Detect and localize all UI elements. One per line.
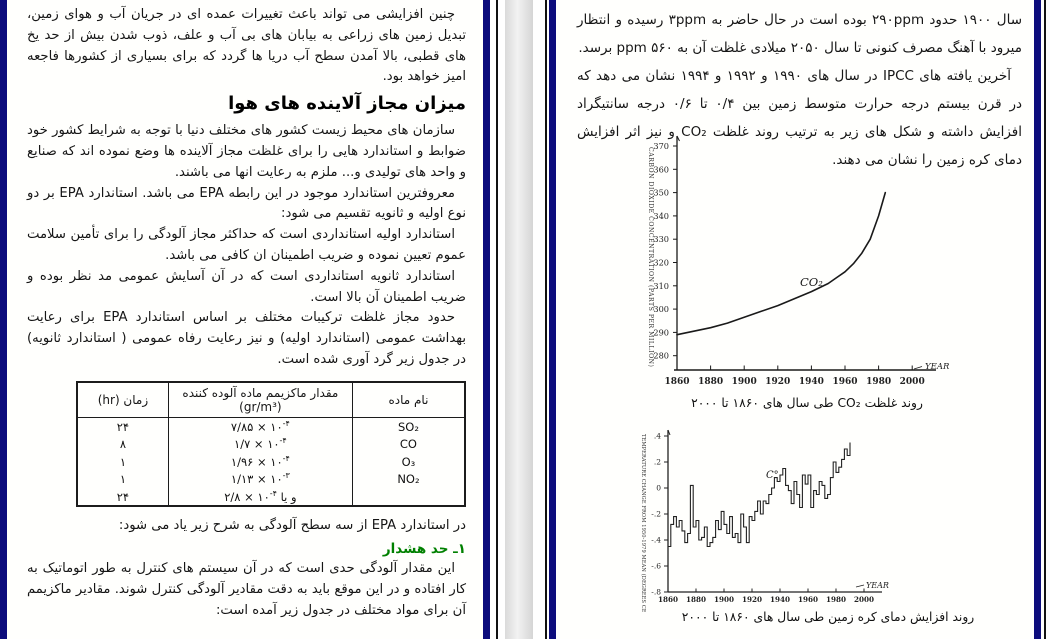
page-gutter — [505, 0, 533, 639]
svg-text:1920: 1920 — [742, 595, 762, 604]
svg-text:310: 310 — [653, 281, 669, 291]
svg-text:YEAR: YEAR — [925, 362, 950, 372]
paragraph: سازمان های محیط زیست کشور های مختلف دنیا… — [27, 123, 466, 180]
cell-max-amount: ۱/۱۳ × ۱۰-۳ — [167, 470, 353, 488]
paragraph: استاندارد اولیه استانداردی است که حداکثر… — [27, 227, 466, 263]
svg-text:TEMPERATURE CHANGE FROM 1950-1: TEMPERATURE CHANGE FROM 1950-1979 MEAN (… — [640, 434, 647, 612]
svg-text:2000: 2000 — [900, 377, 925, 387]
cell-time: ۸ — [76, 435, 169, 453]
svg-text:-.6: -.6 — [651, 562, 661, 571]
cell-max-amount: ۱/۹۶ × ۱۰-۴ — [167, 452, 353, 471]
paragraph: استاندارد ثانویه استانداردی است که در آن… — [27, 268, 466, 305]
svg-text:1900: 1900 — [714, 595, 734, 604]
cell-substance: O₃ — [351, 452, 466, 471]
page-border-line — [545, 0, 547, 639]
svg-text:290: 290 — [653, 327, 669, 337]
svg-text:370: 370 — [653, 141, 669, 151]
cell-substance — [351, 487, 466, 507]
page-border-stripe — [483, 0, 490, 639]
svg-text:1960: 1960 — [832, 377, 857, 387]
table-header-max-amount: مقدار ماکزیمم ماده آلوده کننده (gr/m³) — [167, 381, 353, 418]
cell-substance: CO — [351, 435, 466, 453]
page-border-line — [496, 0, 498, 639]
svg-text:-.4: -.4 — [651, 536, 661, 545]
table-header-substance: نام ماده — [351, 381, 466, 418]
svg-text:2000: 2000 — [854, 595, 874, 604]
cell-max-amount: ۷/۸۵ × ۱۰-۴ — [167, 417, 353, 436]
table-row: و یا ۲/۸ × ۱۰-۴ ۲۴ — [76, 487, 466, 507]
paragraph: معروفترین استاندارد موجود در این رابطه E… — [27, 185, 466, 222]
page-border-stripe — [0, 0, 7, 639]
svg-text:.4: .4 — [654, 432, 661, 441]
svg-text:0: 0 — [656, 484, 661, 493]
paragraph: این مقدار آلودگی حدی است که در آن سیستم … — [27, 561, 466, 618]
co2-concentration-chart: 280 290 300 310 320 330 340 350 360 370 1860 1880 19… — [647, 135, 950, 387]
svg-text:350: 350 — [653, 188, 669, 198]
paragraph: چنین افزایشی می تواند باعث تغییرات عمده … — [27, 7, 466, 85]
svg-text:280: 280 — [653, 351, 669, 361]
chart-caption: روند افزایش دمای کره زمین طی سال های ۱۸۶… — [681, 610, 975, 624]
cell-max-amount: ۱/۷ × ۱۰-۴ — [167, 435, 353, 453]
svg-text:340: 340 — [653, 211, 669, 221]
svg-text:1860: 1860 — [664, 377, 689, 387]
cell-time: ۱ — [76, 470, 169, 488]
svg-text:1960: 1960 — [798, 595, 818, 604]
cell-substance: SO₂ — [351, 417, 466, 436]
table-row: NO₂ ۱/۱۳ × ۱۰-۳ ۱ — [76, 470, 466, 488]
epa-standards-table: نام ماده مقدار ماکزیمم ماده آلوده کننده … — [76, 380, 466, 508]
svg-text:C°: C° — [766, 470, 779, 481]
svg-text:330: 330 — [653, 234, 669, 244]
svg-text:1940: 1940 — [770, 595, 790, 604]
svg-text:1900: 1900 — [732, 377, 757, 387]
svg-text:1980: 1980 — [826, 595, 846, 604]
svg-text:1880: 1880 — [698, 377, 723, 387]
svg-text:.2: .2 — [654, 458, 661, 467]
left-page-content: چنین افزایشی می تواند باعث تغییرات عمده … — [7, 0, 490, 639]
svg-text:1980: 1980 — [866, 377, 891, 387]
chart-caption: روند غلظت CO₂ طی سال های ۱۸۶۰ تا ۲۰۰۰ — [691, 396, 923, 410]
svg-text:300: 300 — [653, 304, 669, 314]
table-header-time: زمان (hr) — [76, 381, 169, 418]
svg-text:1860: 1860 — [658, 595, 678, 604]
cell-time: ۲۴ — [76, 487, 169, 507]
svg-text:CARBON DIOXIDE CONCENTRATION (: CARBON DIOXIDE CONCENTRATION (PARTS PER … — [647, 147, 654, 367]
alert-level-heading: ۱ـ حد هشدار — [382, 541, 466, 558]
page-border-stripe — [549, 0, 556, 639]
paragraph: سال ۱۹۰۰ حدود ۲۹۰ppm بوده است در حال حاض… — [577, 12, 1023, 56]
paragraph: آخرین یافته های IPCC در سال های ۱۹۹۰ و ۱… — [577, 68, 1023, 168]
svg-text:CO₂: CO₂ — [800, 275, 823, 289]
page-border-line — [1044, 0, 1046, 639]
page-left: چنین افزایشی می تواند باعث تغییرات عمده … — [0, 0, 498, 639]
table-body: SO₂ ۷/۸۵ × ۱۰-۴ ۲۴ CO ۱/۷ × ۱۰-۴ ۸ O₃ ۱/۹۶ × ۱۰… — [76, 417, 466, 507]
svg-text:YEAR: YEAR — [866, 581, 889, 590]
svg-text:1920: 1920 — [765, 377, 790, 387]
svg-text:1880: 1880 — [686, 595, 706, 604]
cell-max-amount: و یا ۲/۸ × ۱۰-۴ — [167, 487, 353, 507]
table-header-row: نام ماده مقدار ماکزیمم ماده آلوده کننده … — [76, 381, 466, 418]
cell-time: ۲۴ — [76, 417, 169, 436]
svg-text:360: 360 — [653, 164, 669, 174]
table-row: O₃ ۱/۹۶ × ۱۰-۴ ۱ — [76, 452, 466, 471]
table-row: CO ۱/۷ × ۱۰-۴ ۸ — [76, 435, 466, 453]
svg-text:-.8: -.8 — [651, 588, 661, 597]
page-border-stripe — [1034, 0, 1041, 639]
table-row: SO₂ ۷/۸۵ × ۱۰-۴ ۲۴ — [76, 417, 466, 436]
page-right: سال ۱۹۰۰ حدود ۲۹۰ppm بوده است در حال حاض… — [545, 0, 1048, 639]
section-heading: میزان مجاز آلاینده های هوا — [228, 93, 466, 115]
svg-text:1940: 1940 — [799, 377, 824, 387]
paragraph: حدود مجاز غلظت ترکیبات مختلف بر اساس است… — [27, 310, 466, 367]
right-page-content: سال ۱۹۰۰ حدود ۲۹۰ppm بوده است در حال حاض… — [545, 0, 1048, 174]
svg-text:-.2: -.2 — [651, 510, 661, 519]
cell-time: ۱ — [76, 452, 169, 471]
paragraph: در استاندارد EPA از سه سطح آلودگی به شرح… — [118, 518, 466, 534]
svg-text:320: 320 — [653, 258, 669, 268]
cell-substance: NO₂ — [351, 470, 466, 488]
